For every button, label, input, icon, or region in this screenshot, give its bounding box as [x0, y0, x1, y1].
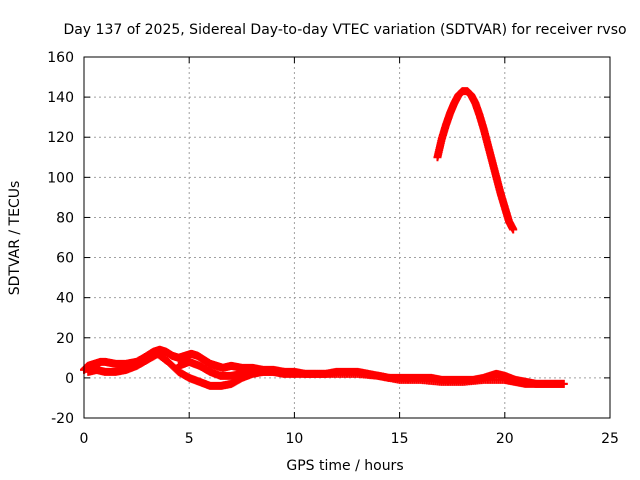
- x-tick-label: 25: [601, 431, 619, 447]
- data-point-markers: [433, 87, 518, 234]
- x-tick-label: 10: [285, 431, 303, 447]
- y-tick-label: 60: [56, 251, 74, 267]
- y-tick-label: 80: [56, 210, 74, 226]
- y-axis-label: SDTVAR / TECUs: [7, 181, 23, 296]
- x-tick-label: 20: [496, 431, 514, 447]
- axis-ticks: 0 5 10 15 20 25 -20 0 20 40 60 80 100 120 140 160: [47, 50, 619, 447]
- y-tick-label: 0: [65, 371, 74, 387]
- x-axis-label: GPS time / hours: [286, 458, 403, 474]
- y-tick-label: 20: [56, 331, 74, 347]
- y-tick-label: 120: [47, 130, 74, 146]
- plot-frame: [83, 56, 611, 419]
- x-tick-label: 0: [80, 431, 89, 447]
- data-point-markers: [174, 357, 299, 380]
- series-mid-band: [174, 357, 299, 380]
- x-tick-label: 5: [185, 431, 194, 447]
- series-high-arc: [433, 87, 518, 234]
- y-tick-label: -20: [51, 411, 74, 427]
- y-tick-label: 100: [47, 170, 74, 186]
- y-tick-label: 40: [56, 291, 74, 307]
- x-tick-label: 15: [391, 431, 409, 447]
- chart-title: Day 137 of 2025, Sidereal Day-to-day VTE…: [63, 22, 626, 38]
- y-tick-label: 160: [47, 50, 74, 66]
- y-tick-label: 140: [47, 90, 74, 106]
